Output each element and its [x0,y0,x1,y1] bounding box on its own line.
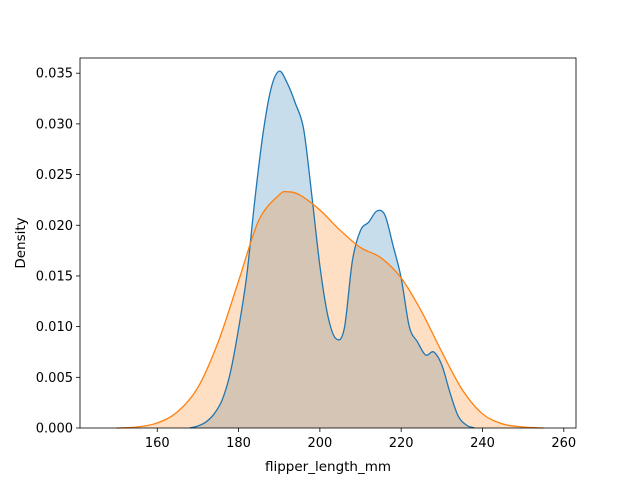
x-tick-label: 200 [307,436,332,451]
y-tick-label: 0.030 [36,117,73,132]
y-tick-label: 0.020 [36,219,73,234]
x-tick-label: 160 [145,436,170,451]
x-axis-label: flipper_length_mm [265,459,391,475]
density-lines [116,70,544,429]
x-tick-label: 180 [226,436,251,451]
series-1-fill [189,71,475,428]
y-tick-label: 0.035 [36,67,73,82]
y-tick-label: 0.010 [36,320,73,335]
series-1-line [189,70,475,429]
y-tick-label: 0.015 [36,269,73,284]
x-tick-label: 240 [470,436,495,451]
series-2-line [116,190,544,429]
y-tick-label: 0.000 [36,422,73,437]
y-axis-ticks: 0.000 0.005 0.010 0.015 0.020 0.025 0.030 0.035 [36,67,80,437]
series-2-fill [116,191,544,428]
y-axis-label: Density [13,217,29,268]
x-tick-label: 260 [551,436,576,451]
y-tick-label: 0.005 [36,371,73,386]
x-tick-label: 220 [389,436,414,451]
y-tick-label: 0.025 [36,168,73,183]
x-axis-ticks: 160 180 200 220 240 260 [145,428,576,451]
density-fills [116,71,544,428]
plot-frame [79,57,577,429]
